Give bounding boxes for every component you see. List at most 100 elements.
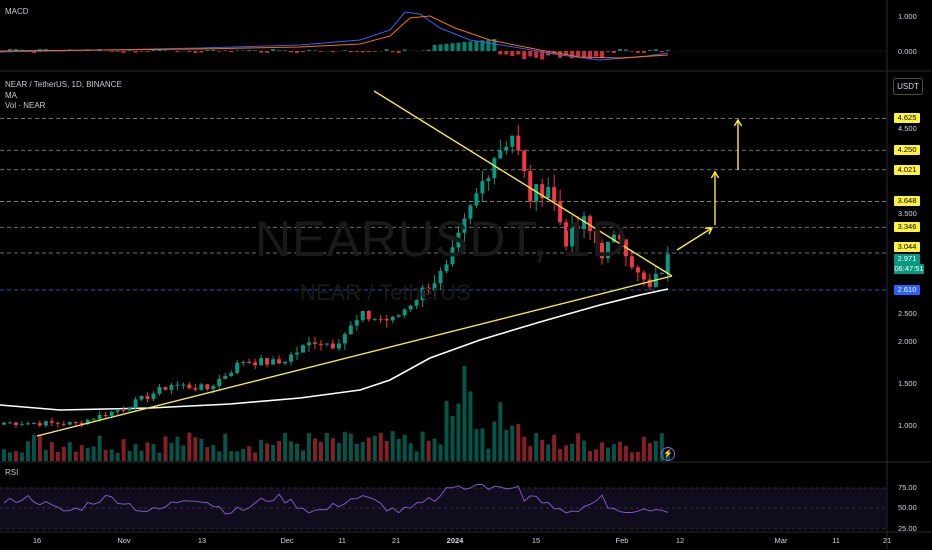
rsi-axis-label: 25.00	[898, 524, 917, 533]
volume-bar	[312, 438, 317, 461]
candle	[121, 410, 126, 412]
candle	[402, 309, 407, 316]
volume-bar	[223, 433, 228, 461]
symbol-title[interactable]: NEAR / TetherUS, 1D, BINANCE	[5, 80, 122, 89]
last-price-tag: 2.971	[894, 254, 920, 264]
candle	[600, 243, 604, 259]
x-axis-label: 21	[882, 536, 892, 545]
candle	[635, 267, 640, 273]
ma-label[interactable]: MA	[5, 91, 17, 100]
macd-histogram-bar	[390, 51, 395, 53]
candle	[420, 287, 425, 301]
macd-histogram-bar	[396, 51, 401, 53]
candle	[37, 423, 42, 426]
price-axis-label: 3.500	[898, 209, 917, 218]
macd-histogram-bar	[492, 39, 497, 51]
volume-bar	[348, 433, 353, 461]
candle	[318, 343, 323, 345]
rsi-label: RSI	[5, 468, 19, 477]
volume-bar	[205, 447, 210, 461]
macd-histogram-bar	[576, 51, 581, 57]
volume-bar	[169, 443, 174, 461]
volume-bar	[259, 439, 264, 461]
volume-bar	[342, 431, 347, 461]
macd-histogram-bar	[558, 51, 563, 58]
volume-bar	[420, 431, 425, 461]
volume-bar	[318, 442, 323, 461]
macd-histogram-bar	[468, 41, 473, 51]
volume-bar	[253, 452, 258, 461]
volume-bar	[25, 441, 30, 461]
candle	[510, 135, 515, 147]
candle	[73, 422, 78, 424]
candle	[109, 411, 114, 417]
volume-bar	[163, 436, 168, 461]
candle	[55, 422, 60, 424]
macd-histogram-bar	[522, 51, 527, 60]
volume-bar	[414, 451, 419, 461]
candle	[450, 247, 455, 265]
macd-histogram-bar	[444, 43, 449, 51]
volume-bar	[384, 441, 389, 461]
volume-bar	[115, 452, 120, 461]
candle	[570, 225, 575, 247]
macd-histogram-bar	[205, 49, 210, 51]
candle	[271, 359, 276, 365]
candle	[408, 305, 413, 310]
volume-bar	[396, 439, 401, 461]
candle	[390, 316, 395, 321]
volume-bar	[289, 441, 294, 461]
macd-histogram-bar	[540, 51, 545, 60]
volume-bar	[181, 445, 186, 461]
volume-bar	[187, 432, 192, 461]
candle	[151, 393, 156, 399]
candle	[588, 216, 593, 232]
volume-bar	[61, 446, 66, 461]
candle	[97, 414, 102, 420]
candle	[354, 320, 359, 326]
candle	[498, 150, 503, 159]
macd-histogram-bar	[330, 51, 335, 53]
macd-axis-label: 0.000	[898, 47, 917, 56]
candle	[665, 254, 670, 274]
volume-bar	[330, 438, 335, 461]
x-axis-label: Feb	[615, 536, 629, 545]
macd-histogram-bar	[235, 50, 240, 51]
level-tag: 3.648	[894, 196, 920, 206]
currency-button[interactable]: USDT	[893, 78, 923, 95]
candle	[169, 385, 174, 390]
support-tag: 2.610	[894, 285, 920, 295]
candle	[181, 384, 186, 386]
macd-histogram-bar	[151, 49, 156, 51]
volume-bar	[462, 366, 467, 461]
candle	[617, 234, 622, 240]
macd-histogram-bar	[462, 42, 467, 51]
candle	[259, 358, 264, 366]
volume-bar	[79, 445, 84, 461]
candle	[378, 318, 383, 320]
macd-histogram-bar	[187, 51, 192, 53]
macd-histogram-bar	[193, 51, 198, 53]
volume-bar	[438, 444, 443, 461]
volume-label[interactable]: Vol · NEAR	[5, 101, 46, 110]
candle	[79, 422, 84, 424]
candle	[659, 273, 664, 275]
x-axis-label: 16	[32, 536, 42, 545]
bolt-icon[interactable]: ⚡	[661, 447, 675, 461]
volume-bar	[629, 452, 634, 461]
macd-histogram-bar	[289, 51, 294, 53]
x-axis-label: Mar	[774, 536, 788, 545]
x-axis-label: Nov	[117, 536, 131, 545]
macd-histogram-bar	[37, 49, 42, 51]
volume-bar	[498, 402, 503, 461]
candle	[426, 287, 431, 291]
macd-histogram-bar	[360, 51, 365, 53]
macd-histogram-bar	[432, 45, 437, 51]
volume-bar	[558, 449, 563, 461]
volume-bar	[217, 451, 222, 461]
candle	[342, 334, 347, 344]
candle	[546, 187, 551, 199]
macd-histogram-bar	[456, 42, 461, 51]
volume-bar	[534, 433, 539, 461]
